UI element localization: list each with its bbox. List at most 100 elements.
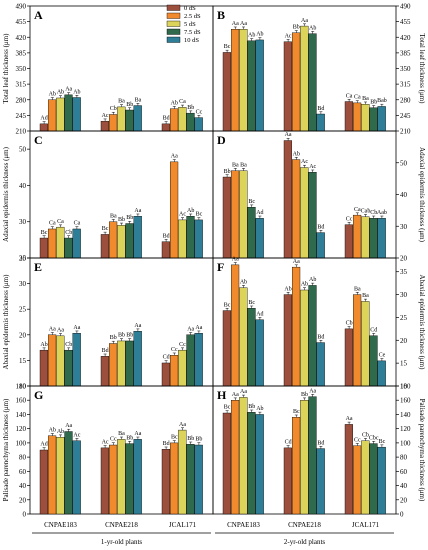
bar (361, 104, 370, 132)
significance-label: Bd (317, 106, 324, 112)
bar (247, 412, 256, 515)
bar (377, 218, 386, 259)
y-tick-label: 25 (400, 314, 408, 322)
bar (283, 294, 292, 387)
y-tick-label: 30 (19, 218, 27, 226)
bar (230, 29, 240, 132)
y-tick-label: 280 (16, 96, 27, 104)
significance-label: Bc (171, 435, 178, 441)
significance-label: Ca (49, 221, 56, 227)
y-tick-label: 420 (16, 34, 27, 42)
bar (56, 437, 65, 515)
legend-swatch (166, 20, 181, 27)
y-tick-label: 30 (400, 223, 408, 231)
legend-label: 7.5 dS (184, 29, 201, 36)
significance-label: Ab (301, 282, 308, 288)
significance-label: Ba (232, 162, 239, 168)
bar (117, 106, 126, 132)
bar (300, 289, 309, 387)
significance-label: Bab (377, 98, 387, 104)
significance-label: Bb (370, 100, 377, 106)
y-tick-label: 35 (400, 268, 408, 276)
significance-label: Ab (57, 90, 64, 96)
x-tick-label: CNPAE183 (227, 521, 260, 529)
significance-label: Cb (65, 342, 72, 348)
bar (255, 414, 264, 515)
bar (292, 266, 301, 387)
significance-label: Bc (248, 199, 255, 205)
bar (72, 440, 81, 515)
bar (108, 114, 118, 132)
bar (361, 301, 370, 387)
bar (316, 342, 325, 387)
panel-G: G 0 20 40 60 80 100 120 140 160 180 Palisade parenc… (2, 383, 214, 519)
significance-label: Bd (163, 441, 170, 447)
significance-label: Aa (179, 422, 186, 428)
y-tick-label: 50 (19, 146, 27, 154)
bar (377, 360, 386, 387)
significance-label: Ca (346, 93, 353, 99)
legend-label: 5 dS (184, 21, 196, 28)
group-label: 2-yr-old plants (284, 538, 326, 546)
panel-label: H (217, 388, 227, 402)
y-tick-label: 180 (16, 383, 27, 391)
bar (300, 167, 309, 259)
bar (369, 107, 378, 132)
significance-label: Ca (74, 221, 81, 227)
panel-label: F (217, 260, 224, 274)
significance-label: Bb (126, 333, 133, 339)
significance-label: Aa (195, 325, 202, 331)
significance-label: Aa (309, 388, 316, 394)
significance-label: Bb (195, 437, 202, 443)
bar (239, 287, 248, 387)
significance-label: Aa (134, 208, 141, 214)
y-tick-label: 350 (400, 65, 411, 73)
significance-label: Aa (134, 431, 141, 437)
significance-label: Bb (126, 215, 133, 221)
y-tick-label: 35 (19, 255, 27, 263)
legend-label: 10 dS (184, 37, 199, 44)
y-tick-label: 160 (400, 397, 411, 405)
y-tick-label: 245 (400, 112, 411, 120)
y-tick-label: 0 (400, 511, 404, 519)
bar (316, 113, 325, 132)
legend-swatch (166, 28, 181, 35)
significance-label: Ca (179, 99, 186, 105)
bar (56, 97, 65, 132)
significance-label: Ac (301, 159, 308, 165)
bar (39, 237, 48, 259)
y-tick-label: 40 (19, 482, 27, 490)
significance-label: Bb (126, 102, 133, 108)
significance-label: Ab (49, 427, 56, 433)
y-tick-label: 315 (16, 81, 27, 89)
bar (133, 439, 142, 515)
y-tick-label: 40 (19, 182, 27, 190)
panel-C: C 20 30 40 50 Adaxial epidermis thickness (μm… (2, 130, 214, 263)
significance-label: Ba (240, 162, 247, 168)
significance-label: Aa (187, 326, 194, 332)
x-tick-label: CNPAE218 (288, 521, 321, 529)
x-tick-label: CNPAE183 (44, 521, 77, 529)
x-tick-label: CNPAE218 (105, 521, 138, 529)
bar (125, 443, 134, 515)
significance-label: Aa (301, 18, 308, 24)
significance-label: Ba (362, 96, 369, 102)
significance-label: Ac (179, 212, 186, 218)
significance-label: Bd (317, 334, 324, 340)
y-tick-label: 140 (400, 411, 411, 419)
significance-label: Cb (110, 106, 117, 112)
y-axis-label: Total leaf thickness (μm) (2, 33, 10, 104)
bar (48, 435, 57, 515)
bar (316, 232, 325, 259)
significance-label: Bd (102, 348, 109, 354)
y-tick-label: 30 (19, 280, 27, 288)
bar (100, 356, 109, 387)
significance-label: Aa (134, 323, 141, 329)
significance-label: Bd (317, 440, 324, 446)
significance-label: Bc (224, 302, 231, 308)
bar (283, 41, 292, 132)
significance-label: Aab (377, 210, 387, 216)
y-tick-label: 40 (400, 191, 408, 199)
y-axis-label: Adaxial epidermis thickness (μm) (2, 146, 10, 242)
